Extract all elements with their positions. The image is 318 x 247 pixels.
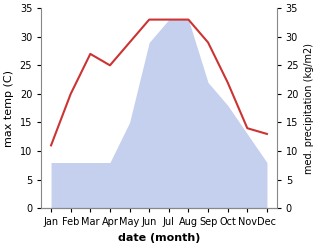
- Y-axis label: max temp (C): max temp (C): [4, 70, 14, 147]
- Y-axis label: med. precipitation (kg/m2): med. precipitation (kg/m2): [304, 43, 314, 174]
- X-axis label: date (month): date (month): [118, 233, 200, 243]
